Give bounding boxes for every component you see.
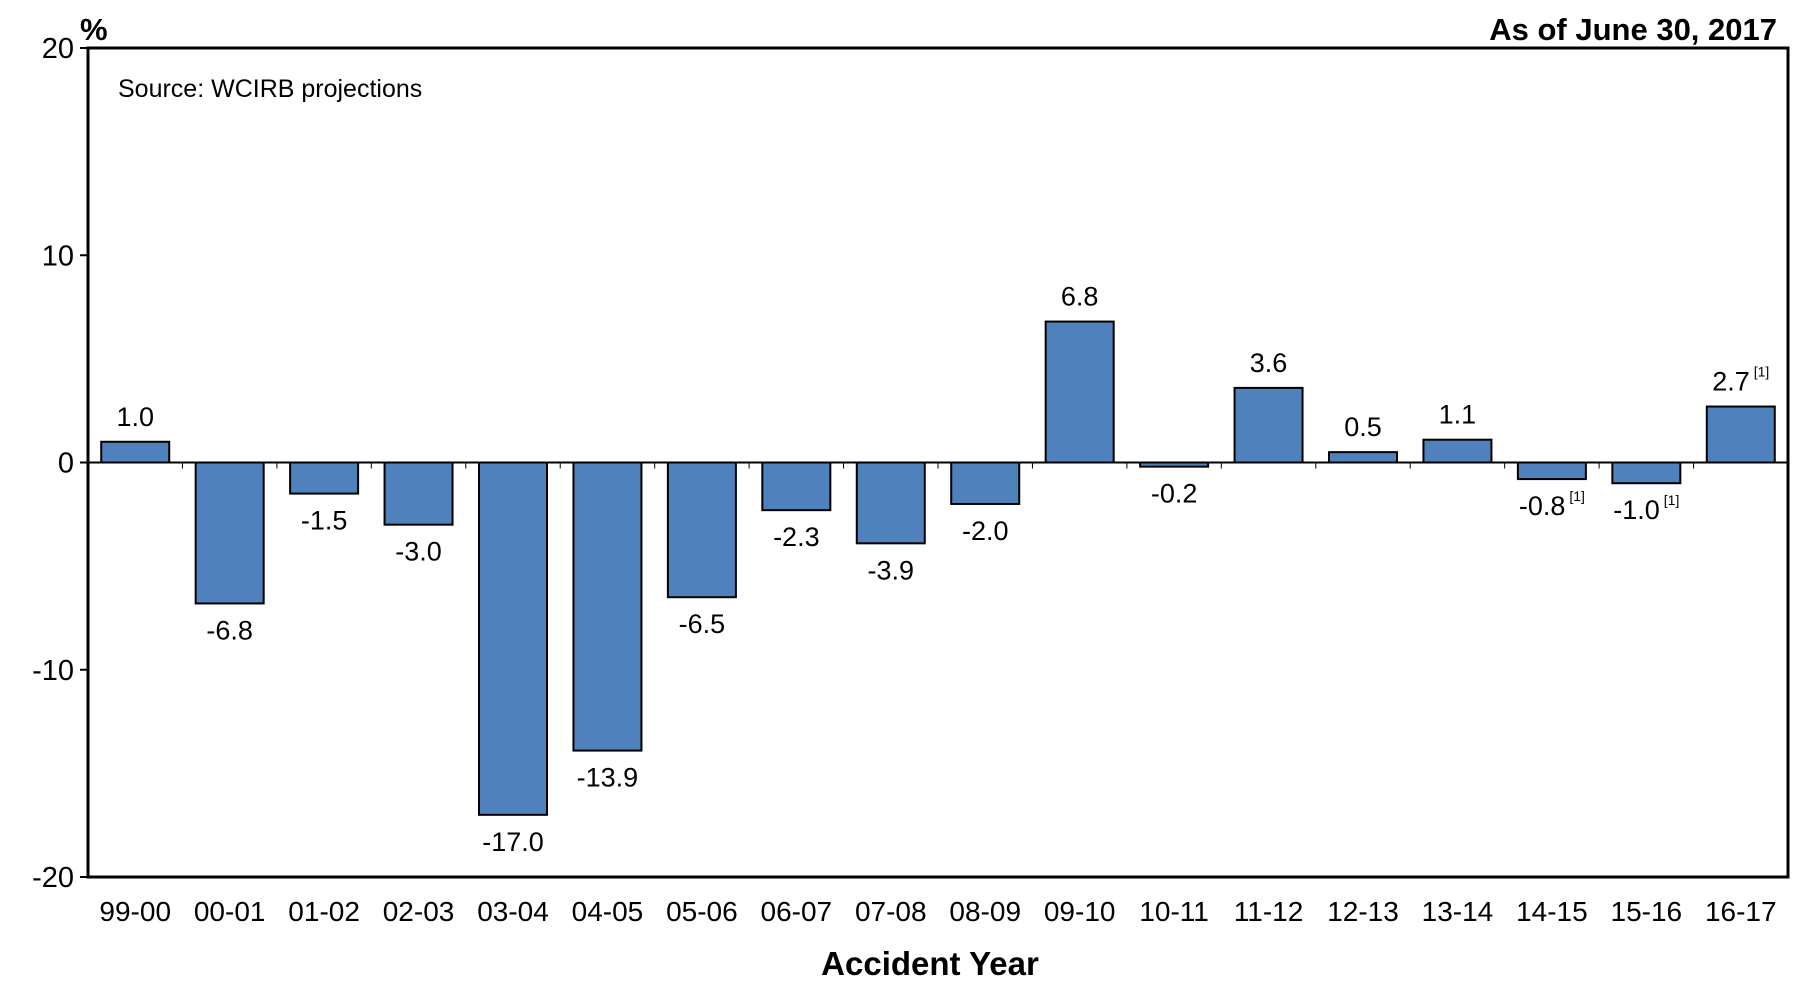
bar-03-04 (478, 461, 548, 816)
x-axis-title: Accident Year (821, 945, 1039, 982)
data-label: 0.5 (1344, 412, 1382, 442)
x-tick-label: 16-17 (1705, 896, 1777, 927)
x-tick-label: 07-08 (855, 896, 927, 927)
data-label-value: -2.0 (962, 516, 1009, 546)
data-label-value: -0.8 (1519, 491, 1566, 521)
as-of-date: As of June 30, 2017 (1489, 12, 1777, 47)
bars: 1.0 -6.8 -1.5 -3.0 -17.0 -13.9 -6.5 -2.3 -3.9 -2.… (100, 282, 1776, 857)
x-tick-label: 13-14 (1422, 896, 1494, 927)
y-unit-label: % (80, 12, 108, 47)
bar-14-15 (1516, 461, 1587, 481)
x-axis: 99-00 00-01 01-02 02-03 03-04 04-05 05-06 06-07… (87, 461, 1789, 927)
y-tick-label: -20 (32, 862, 74, 894)
data-label-value: 2.7 (1712, 367, 1750, 397)
bar-09-10 (1044, 320, 1115, 464)
data-label: 1.0 (116, 402, 154, 432)
x-tick-label: 10-11 (1139, 896, 1209, 927)
data-label-value: -2.3 (773, 522, 820, 552)
bar-01-02 (289, 461, 360, 495)
x-tick-label: 99-00 (99, 896, 171, 927)
x-tick-label: 08-09 (949, 896, 1021, 927)
data-label-value: 1.0 (116, 402, 154, 432)
x-tick-label: 06-07 (761, 896, 833, 927)
x-tick-label: 11-12 (1234, 896, 1304, 927)
data-label: -1.0 [1] (1613, 492, 1679, 525)
data-label: 6.8 (1061, 282, 1099, 312)
bar-05-06 (666, 461, 737, 599)
data-label-value: -3.0 (395, 537, 442, 567)
data-label-value: -6.5 (679, 609, 726, 639)
data-label: -3.0 (395, 537, 442, 567)
data-label-value: 0.5 (1344, 412, 1382, 442)
bar-16-17 (1705, 405, 1776, 464)
footnote-marker: [1] (1754, 364, 1770, 380)
data-label-value: 6.8 (1061, 282, 1099, 312)
data-label: -2.0 (962, 516, 1009, 546)
bar-04-05 (572, 461, 643, 752)
data-label: -0.2 (1151, 479, 1198, 509)
data-label: -1.5 (301, 506, 348, 536)
data-label-value: -6.8 (206, 615, 253, 645)
data-label: -6.5 (679, 609, 726, 639)
data-label: -6.8 (206, 615, 253, 645)
bar-06-07 (761, 461, 832, 512)
x-tick-label: 00-01 (194, 896, 266, 927)
data-label: -3.9 (868, 555, 915, 585)
bar-08-09 (950, 461, 1021, 505)
data-label-value: -0.2 (1151, 479, 1198, 509)
bar-13-14 (1422, 438, 1493, 464)
bar-15-16 (1611, 461, 1682, 485)
x-tick-label: 05-06 (666, 896, 738, 927)
data-label-value: -13.9 (577, 763, 639, 793)
bar-99-00 (100, 440, 171, 464)
data-label: -17.0 (482, 827, 544, 857)
data-label: -0.8 [1] (1519, 488, 1585, 521)
x-tick-label: 12-13 (1327, 896, 1399, 927)
footnote-marker: [1] (1569, 488, 1585, 504)
x-tick-label: 01-02 (288, 896, 360, 927)
bar-07-08 (855, 461, 926, 545)
y-tick-label: 20 (42, 33, 74, 65)
bar-00-01 (194, 461, 265, 605)
data-label-value: -17.0 (482, 827, 544, 857)
data-label: -2.3 (773, 522, 820, 552)
data-label-value: -1.5 (301, 506, 348, 536)
source-note: Source: WCIRB projections (118, 75, 422, 103)
data-label-value: -1.0 (1613, 495, 1660, 525)
bar-11-12 (1233, 386, 1304, 464)
x-tick-label: 03-04 (477, 896, 549, 927)
data-label-value: 1.1 (1439, 400, 1477, 430)
bar-12-13 (1328, 451, 1398, 464)
x-tick-label: 04-05 (572, 896, 644, 927)
y-tick-label: -10 (32, 655, 74, 687)
data-label-value: -3.9 (868, 555, 915, 585)
data-label: 2.7 [1] (1712, 364, 1769, 397)
x-tick-label: 15-16 (1611, 896, 1683, 927)
x-tick-label: 02-03 (383, 896, 455, 927)
x-tick-label: 09-10 (1044, 896, 1116, 927)
x-tick-label: 14-15 (1516, 896, 1588, 927)
data-label: -13.9 (577, 763, 639, 793)
data-label: 3.6 (1250, 348, 1288, 378)
y-tick-label: 0 (58, 448, 74, 480)
data-label: 1.1 (1439, 400, 1477, 430)
data-label-value: 3.6 (1250, 348, 1288, 378)
y-tick-label: 10 (42, 240, 74, 272)
y-axis: 20 10 0 -10 -20 (32, 33, 88, 894)
bar-02-03 (383, 461, 454, 526)
footnote-marker: [1] (1664, 492, 1680, 508)
